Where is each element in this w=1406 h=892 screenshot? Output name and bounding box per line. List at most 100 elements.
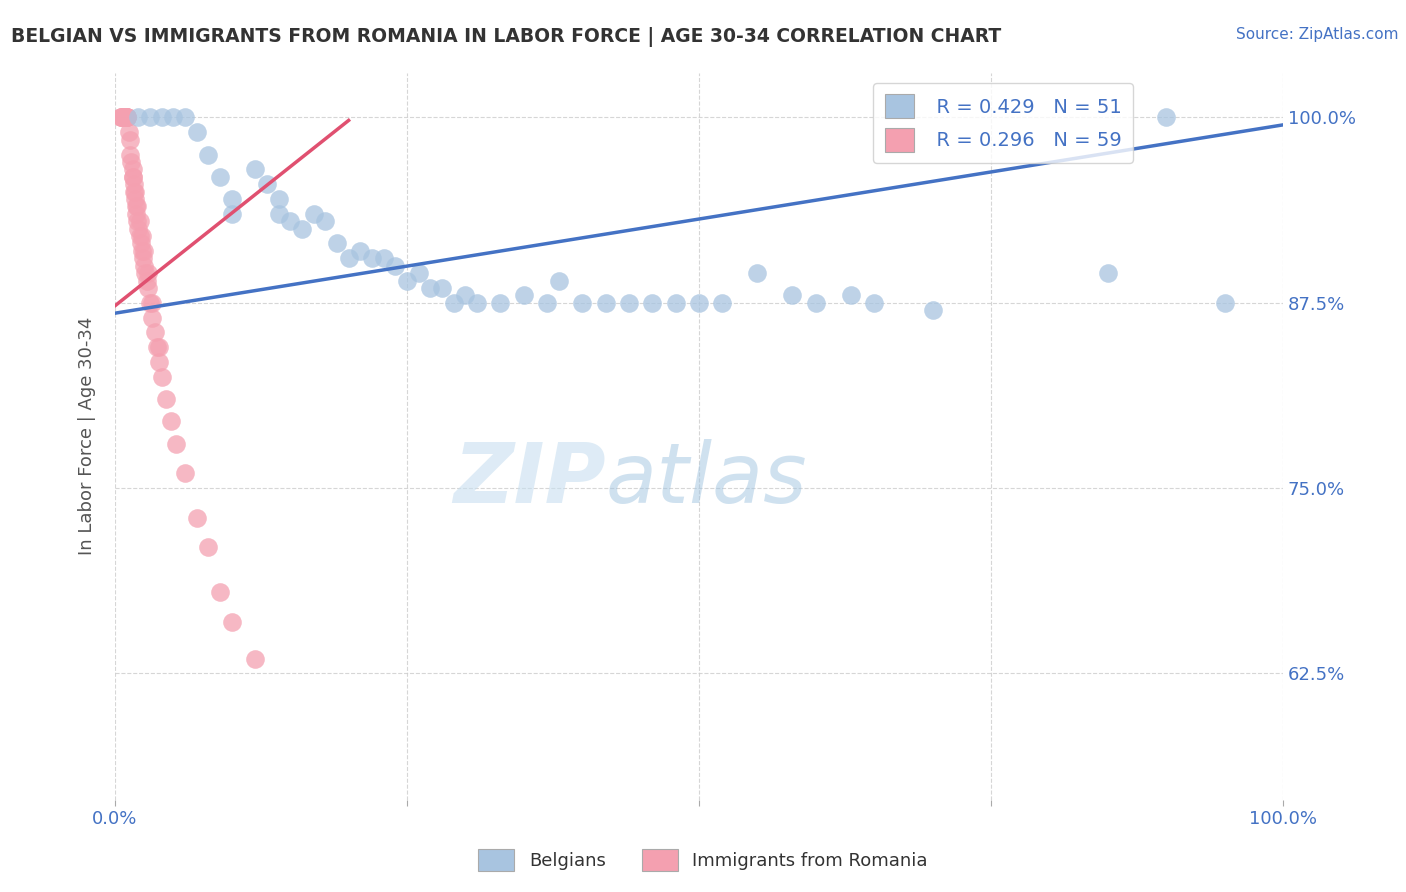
Point: [134, 266, 156, 280]
Point: [174, 111, 197, 125]
Point: [267, 192, 290, 206]
Point: [384, 259, 406, 273]
Point: [121, 162, 143, 177]
Point: [197, 541, 219, 555]
Point: [839, 288, 862, 302]
Point: [443, 295, 465, 310]
Point: [186, 510, 208, 524]
Point: [112, 111, 135, 125]
Point: [536, 295, 558, 310]
Point: [314, 214, 336, 228]
Point: [267, 207, 290, 221]
Point: [120, 147, 142, 161]
Point: [291, 221, 314, 235]
Y-axis label: In Labor Force | Age 30-34: In Labor Force | Age 30-34: [79, 317, 96, 556]
Point: [114, 111, 136, 125]
Point: [115, 111, 138, 125]
Point: [278, 214, 301, 228]
Point: [547, 274, 569, 288]
Point: [243, 162, 266, 177]
Point: [209, 585, 232, 599]
Point: [112, 111, 135, 125]
Point: [139, 111, 162, 125]
Point: [186, 125, 208, 139]
Point: [349, 244, 371, 258]
Point: [124, 192, 146, 206]
Point: [302, 207, 325, 221]
Point: [141, 310, 163, 325]
Point: [155, 392, 177, 407]
Point: [110, 111, 132, 125]
Point: [863, 295, 886, 310]
Point: [1154, 111, 1177, 125]
Point: [125, 207, 148, 221]
Legend:   R = 0.429   N = 51,   R = 0.296   N = 59: R = 0.429 N = 51, R = 0.296 N = 59: [873, 83, 1133, 163]
Point: [688, 295, 710, 310]
Point: [489, 295, 512, 310]
Point: [408, 266, 430, 280]
Point: [136, 281, 159, 295]
Point: [128, 214, 150, 228]
Point: [118, 125, 141, 139]
Point: [221, 615, 243, 629]
Point: [122, 185, 145, 199]
Point: [134, 259, 156, 273]
Point: [160, 414, 183, 428]
Point: [110, 111, 132, 125]
Point: [127, 111, 149, 125]
Legend: Belgians, Immigrants from Romania: Belgians, Immigrants from Romania: [471, 842, 935, 879]
Point: [782, 288, 804, 302]
Point: [129, 236, 152, 251]
Point: [135, 274, 157, 288]
Point: [127, 221, 149, 235]
Point: [165, 436, 187, 450]
Point: [804, 295, 827, 310]
Point: [121, 169, 143, 184]
Point: [128, 229, 150, 244]
Point: [617, 295, 640, 310]
Point: [209, 169, 232, 184]
Point: [373, 252, 395, 266]
Point: [571, 295, 593, 310]
Point: [112, 111, 135, 125]
Point: [127, 199, 149, 213]
Point: [150, 111, 173, 125]
Point: [139, 295, 162, 310]
Point: [115, 111, 138, 125]
Point: [197, 147, 219, 161]
Point: [419, 281, 441, 295]
Point: [112, 111, 135, 125]
Point: [146, 340, 169, 354]
Point: [395, 274, 418, 288]
Point: [326, 236, 349, 251]
Point: [114, 111, 136, 125]
Point: [221, 207, 243, 221]
Point: [454, 288, 477, 302]
Point: [1213, 295, 1236, 310]
Text: atlas: atlas: [606, 440, 807, 520]
Point: [134, 244, 156, 258]
Point: [221, 192, 243, 206]
Text: Source: ZipAtlas.com: Source: ZipAtlas.com: [1236, 27, 1399, 42]
Point: [430, 281, 453, 295]
Point: [150, 370, 173, 384]
Point: [337, 252, 360, 266]
Point: [115, 111, 138, 125]
Point: [361, 252, 384, 266]
Point: [711, 295, 734, 310]
Point: [125, 199, 148, 213]
Point: [921, 303, 943, 318]
Point: [465, 295, 488, 310]
Point: [148, 340, 170, 354]
Point: [665, 295, 688, 310]
Point: [127, 214, 149, 228]
Point: [122, 177, 145, 191]
Point: [124, 185, 146, 199]
Point: [112, 111, 135, 125]
Point: [120, 133, 142, 147]
Point: [131, 229, 153, 244]
Point: [141, 295, 163, 310]
Point: [595, 295, 617, 310]
Point: [143, 326, 166, 340]
Point: [132, 252, 155, 266]
